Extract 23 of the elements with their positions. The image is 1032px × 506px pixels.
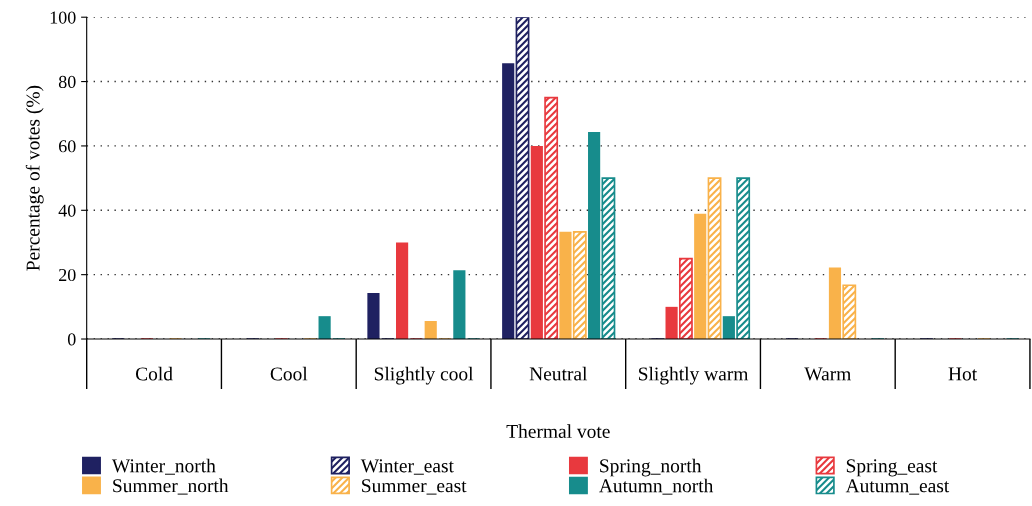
x-tick-label: Cold (135, 366, 173, 381)
y-tick-label: 20 (59, 268, 76, 282)
legend-label: Summer_east (362, 479, 467, 495)
legend-label: Spring_north (600, 458, 702, 477)
y-tick-label: 0 (67, 333, 76, 346)
legend-label: Winter_east (360, 459, 454, 475)
y-tick-label: 40 (58, 204, 76, 217)
legend-label: Autumn_east (845, 479, 950, 495)
y-tick-label: 80 (58, 75, 76, 89)
legend-label: Summer_north (113, 478, 229, 495)
x-tick-label: Slightly warm (639, 366, 749, 385)
y-axis-title: Percentage of votes (%) (25, 85, 44, 271)
legend-label: Spring_east (846, 459, 938, 477)
x-tick-label: Slightly cool (374, 366, 474, 385)
x-tick-label: Warm (804, 367, 852, 381)
x-tick-label: Neutral (529, 366, 588, 381)
x-tick-label: Cool (270, 366, 308, 381)
legend-label: Winter_north (111, 458, 216, 475)
y-tick-label: 60 (58, 140, 76, 153)
x-tick-label: Hot (948, 367, 978, 381)
y-tick-label: 100 (50, 11, 76, 24)
legend-label: Autumn_north (599, 478, 714, 495)
x-axis-title: Thermal vote (506, 424, 610, 438)
